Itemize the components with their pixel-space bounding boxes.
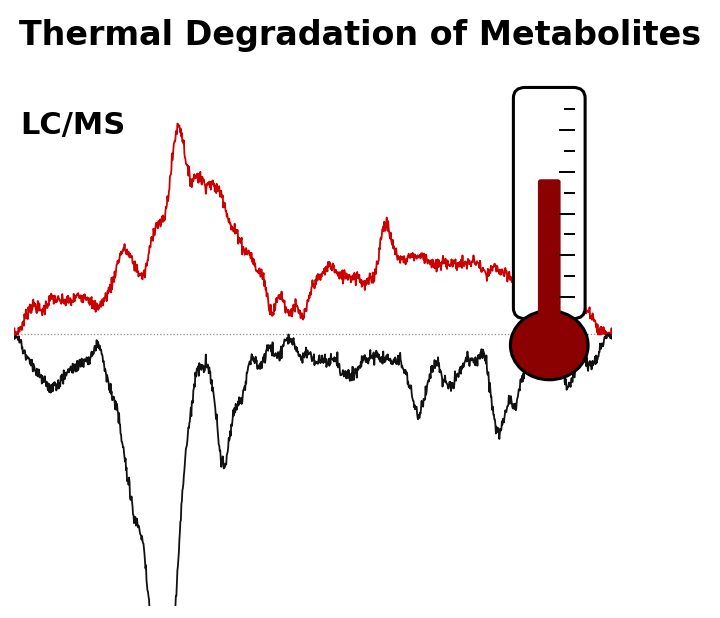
FancyBboxPatch shape [538, 179, 561, 316]
Circle shape [510, 311, 588, 379]
Text: LC/MS: LC/MS [20, 111, 125, 140]
Text: Thermal Degradation of Metabolites: Thermal Degradation of Metabolites [19, 19, 701, 51]
FancyBboxPatch shape [513, 87, 585, 319]
